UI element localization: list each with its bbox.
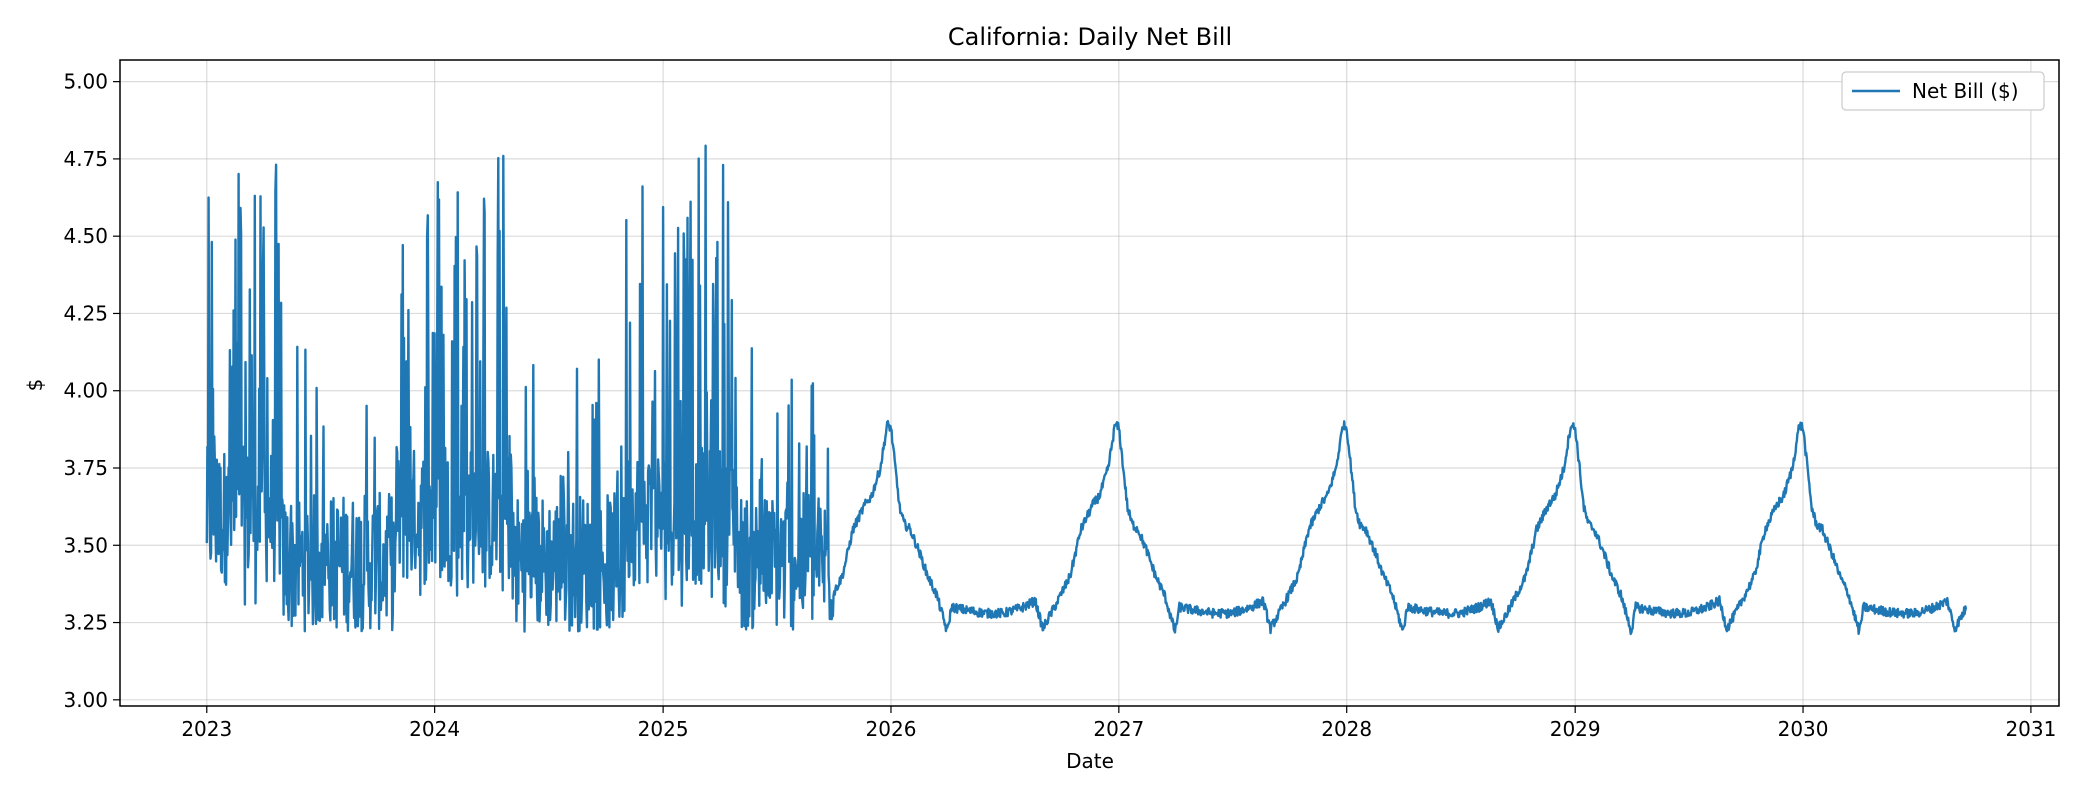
y-tick-label: 4.00: [63, 379, 108, 403]
y-tick-label: 4.50: [63, 224, 108, 248]
x-tick-label: 2024: [409, 717, 460, 741]
y-tick-label: 5.00: [63, 70, 108, 94]
series-line-net-bill: [205, 144, 1968, 636]
plot-area: [205, 144, 1968, 636]
x-tick-label: 2031: [2005, 717, 2056, 741]
x-tick-label: 2026: [866, 717, 917, 741]
legend: Net Bill ($): [1841, 71, 2045, 111]
x-tick-label: 2029: [1550, 717, 1601, 741]
x-axis-label: Date: [1066, 749, 1114, 773]
y-tick-label: 3.00: [63, 688, 108, 712]
y-tick-label: 4.25: [63, 301, 108, 325]
x-tick-label: 2030: [1778, 717, 1829, 741]
y-tick-label: 4.75: [63, 147, 108, 171]
x-axis: 2023 2024 2025 2026 2027 2028 2029 2030 2031: [181, 706, 2056, 741]
legend-label: Net Bill ($): [1912, 79, 2019, 103]
x-tick-label: 2023: [181, 717, 232, 741]
chart-title: California: Daily Net Bill: [948, 23, 1232, 51]
y-tick-label: 3.50: [63, 533, 108, 557]
x-tick-label: 2027: [1093, 717, 1144, 741]
plot-frame: [119, 59, 2060, 707]
legend-box: [1841, 71, 2045, 111]
y-tick-label: 3.75: [63, 456, 108, 480]
x-tick-label: 2028: [1321, 717, 1372, 741]
x-tick-label: 2025: [638, 717, 689, 741]
y-tick-label: 3.25: [63, 611, 108, 635]
y-axis-label: $: [23, 379, 47, 392]
y-axis: 3.00 3.25 3.50 3.75 4.00 4.25 4.50 4.75 5.00: [63, 70, 120, 712]
